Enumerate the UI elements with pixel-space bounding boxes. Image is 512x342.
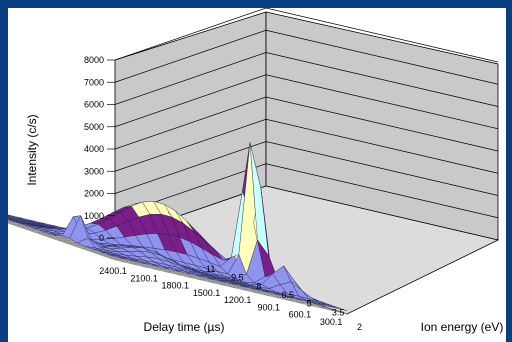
energy-ticks: 2 3.5 5 6.5 8 9.5 11 [206,264,362,332]
delay-tick-label: 1500.1 [193,288,221,298]
intensity-tick-label: 7000 [84,77,104,87]
floor-gridline [99,254,332,310]
delay-tick-label: 300.1 [320,317,343,327]
delay-tick-label: 2400.1 [99,266,127,276]
intensity-tick-label: 6000 [84,100,104,110]
surface-chart-svg: 0 1000 2000 3000 4000 5000 6000 7000 8000 2400.1… [8,8,504,334]
intensity-ticks: 0 1000 2000 3000 4000 5000 6000 7000 8000 [84,55,115,243]
z-gridline [114,8,499,63]
intensity-tick-label: 0 [99,233,104,243]
delay-tick-label: 2100.1 [130,273,158,283]
energy-tick-label: 3.5 [332,307,345,317]
surface-cell [328,305,348,311]
surface-mesh [8,142,348,311]
intensity-tick-label: 1000 [84,211,104,221]
energy-tick-label: 8 [256,281,261,291]
floor-gridline [92,251,325,307]
delay-tick-label: 1200.1 [224,295,252,305]
energy-tick-label: 6.5 [282,290,295,300]
energy-tick-label: 11 [206,264,215,274]
delay-tick-label: 1800.1 [162,281,190,291]
z-gridline [114,141,499,196]
intensity-tick-label: 8000 [84,55,104,65]
intensity-tick-label: 2000 [84,189,104,199]
delay-tick-label: 600.1 [289,310,312,320]
delay-tick-label: 900.1 [258,302,281,312]
energy-tick-label: 5 [307,299,312,309]
intensity-tick-label: 3000 [84,166,104,176]
z-gridline [114,118,499,174]
z-gridline [114,96,499,152]
intensity-tick-label: 5000 [84,122,104,132]
surface-chart: 0 1000 2000 3000 4000 5000 6000 7000 8000 2400.1… [8,8,506,342]
z-gridline [114,163,499,219]
floor-gridline [107,257,340,312]
energy-tick-label: 2 [357,322,362,332]
energy-tick-label: 9.5 [231,273,244,283]
z-gridline [114,52,499,107]
floor-gridline [114,259,348,315]
intensity-axis-title: Intensity (c/s) [25,114,39,185]
delay-axis-title: Delay time (µs) [144,320,225,334]
intensity-tick-label: 4000 [84,144,104,154]
z-gridline [114,29,499,85]
energy-axis-title: Ion energy (eV) [421,320,504,334]
z-gridline [114,74,499,130]
